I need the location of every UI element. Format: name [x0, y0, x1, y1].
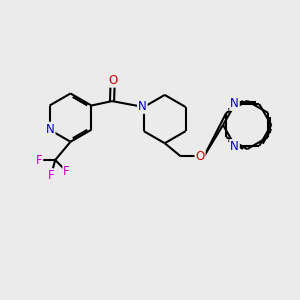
Text: N: N: [46, 123, 55, 136]
Text: O: O: [195, 150, 205, 163]
Text: N: N: [230, 140, 239, 153]
Text: F: F: [48, 169, 54, 182]
Text: F: F: [36, 154, 42, 166]
Text: N: N: [230, 97, 239, 110]
Text: F: F: [63, 165, 70, 178]
Text: O: O: [108, 74, 117, 87]
Text: N: N: [138, 100, 147, 113]
